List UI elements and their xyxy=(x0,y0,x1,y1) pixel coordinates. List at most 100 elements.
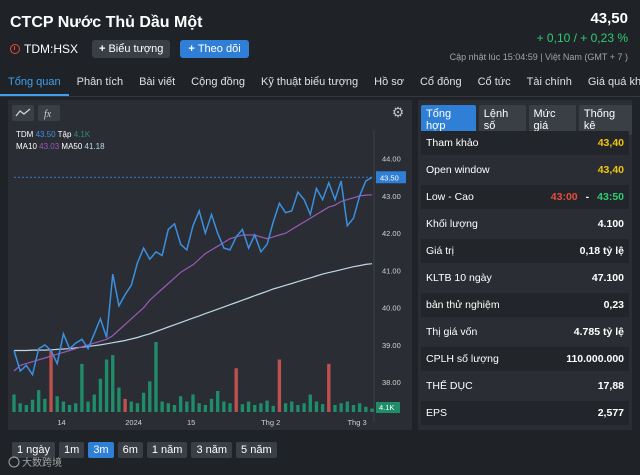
y-tick-label: 38.00 xyxy=(382,378,401,387)
volume-bar xyxy=(209,398,214,412)
range-1m[interactable]: 1m xyxy=(59,442,85,458)
volume-bar xyxy=(24,405,29,412)
volume-bar xyxy=(154,342,158,412)
stat-value: 110.000.000 xyxy=(566,353,624,365)
ticker-symbol: TDM:HSX xyxy=(10,42,78,56)
last-price-box xyxy=(376,171,406,184)
stat-label: EPS xyxy=(426,407,448,419)
tab-technical[interactable]: Kỹ thuật biểu tượng xyxy=(261,76,359,88)
subtab-orders[interactable]: Lệnh số xyxy=(478,105,526,135)
legend-ticker: TDM xyxy=(16,130,34,139)
price-line xyxy=(13,176,373,377)
volume-bar xyxy=(345,401,349,412)
volume-bar xyxy=(55,396,59,412)
range-separator: - xyxy=(585,191,590,203)
range-6m[interactable]: 6m xyxy=(117,442,143,458)
volume-bar xyxy=(160,401,164,412)
main-tabs: Tổng quan Phân tích Bài viết Cộng đồng K… xyxy=(0,72,640,97)
stat-row: Open window 43,40 xyxy=(421,158,629,182)
x-tick-label: Thg 2 xyxy=(261,418,280,427)
ma10-line xyxy=(13,194,373,372)
volume-bar xyxy=(185,401,189,412)
volume-bar xyxy=(43,398,47,412)
subtab-summary[interactable]: Tổng hợp xyxy=(421,105,476,135)
stat-row: Thị giá vốn 4.785 tỷ lệ xyxy=(421,320,629,344)
range-3y[interactable]: 3 năm xyxy=(191,442,233,458)
stat-row: Khối lượng 4.100 xyxy=(421,212,629,236)
range-3m[interactable]: 3m xyxy=(88,442,114,458)
stat-row: Giá trị 0,18 tỷ lệ xyxy=(421,239,629,263)
volume-bar xyxy=(246,401,251,412)
stat-label: Giá trị xyxy=(426,245,455,257)
gear-icon[interactable]: ⚙ xyxy=(391,104,405,120)
volume-bar xyxy=(364,406,368,412)
chart-type-button[interactable] xyxy=(12,105,34,121)
volume-bar xyxy=(283,403,288,412)
volume-bar xyxy=(117,387,121,412)
line-chart-icon xyxy=(15,108,31,117)
stat-row: KLTB 10 ngày 47.100 xyxy=(421,266,629,290)
volume-bar xyxy=(216,391,220,412)
volume-bar xyxy=(240,404,245,412)
x-tick-label: 14 xyxy=(57,418,65,427)
legend-ma50-value: 41.18 xyxy=(84,142,105,151)
y-tick-label: 44.00 xyxy=(382,155,401,164)
follow-button[interactable]: + Theo dõi xyxy=(180,40,249,58)
stat-label: Thị giá vốn xyxy=(426,326,478,338)
stat-label: Khối lượng xyxy=(426,218,478,230)
subtab-price-levels[interactable]: Mức giá xyxy=(528,105,576,135)
volume-bar xyxy=(74,403,78,412)
tab-articles[interactable]: Bài viết xyxy=(139,76,176,88)
subtab-statistics[interactable]: Thống kê xyxy=(578,105,632,135)
y-tick-label: 40.00 xyxy=(382,304,401,313)
range-1y[interactable]: 1 năm xyxy=(146,442,188,458)
volume-label-box xyxy=(376,402,400,413)
tab-shareholders[interactable]: Cổ đông xyxy=(419,76,462,88)
chart-button-label: Biểu tượng xyxy=(108,43,164,55)
ma50-line xyxy=(14,263,373,352)
svg-text:fx: fx xyxy=(44,109,52,120)
volume-bar xyxy=(228,403,232,412)
stat-row: Tham khảo 43,40 xyxy=(421,131,629,155)
y-tick-label: 41.00 xyxy=(382,266,401,275)
stat-label: KLTB 10 ngày xyxy=(426,272,492,284)
volume-bar xyxy=(111,355,115,412)
stat-label: Tham khảo xyxy=(426,137,479,149)
volume-bar xyxy=(37,390,41,412)
volume-bar xyxy=(259,403,263,412)
volume-bar xyxy=(135,403,140,412)
chart-icon-button[interactable]: + Biểu tượng xyxy=(92,40,171,58)
plus-icon: + xyxy=(188,43,195,55)
indicator-button[interactable]: fx xyxy=(38,105,60,121)
tab-overview[interactable]: Tổng quan xyxy=(0,72,69,96)
stat-row: EPS 2,577 xyxy=(421,401,629,425)
volume-bar xyxy=(320,404,325,412)
tab-analysis[interactable]: Phân tích xyxy=(76,76,124,88)
tab-profile[interactable]: Hồ sơ xyxy=(374,76,404,88)
volume-bar xyxy=(123,398,127,412)
volume-bar xyxy=(61,401,66,412)
watermark-logo: 大数跨境 xyxy=(8,455,98,472)
volume-bar xyxy=(80,363,84,412)
stats-panel: Tổng hợp Lệnh số Mức giá Thống kê Tham k… xyxy=(418,100,632,430)
volume-bar xyxy=(12,394,16,412)
range-5y[interactable]: 5 năm xyxy=(236,442,277,458)
last-updated: Cập nhật lúc 15:04:59 | Việt Nam (GMT + … xyxy=(449,52,628,62)
stat-value: 43,40 xyxy=(597,137,624,149)
page-title: CTCP Nước Thủ Dầu Một xyxy=(10,14,203,31)
stat-value: 4.100 xyxy=(597,218,624,230)
tab-history[interactable]: Giá quá khứ xyxy=(587,76,640,88)
volume-bar xyxy=(141,392,146,412)
tab-dividends[interactable]: Cổ tức xyxy=(477,76,511,88)
stat-row: THỂ DỤC 17,88 xyxy=(421,374,629,398)
tab-finance[interactable]: Tài chính xyxy=(526,76,572,88)
volume-bar xyxy=(339,403,343,412)
stat-value: 47.100 xyxy=(591,272,624,284)
volume-bar xyxy=(351,405,356,412)
range-1d[interactable]: 1 ngày xyxy=(12,442,56,458)
tab-community[interactable]: Cộng đồng xyxy=(191,76,245,88)
volume-bar xyxy=(30,399,35,412)
volume-bar xyxy=(86,401,90,412)
volume-bar xyxy=(203,405,208,412)
stat-row: CPLH số lượng 110.000.000 xyxy=(421,347,629,371)
